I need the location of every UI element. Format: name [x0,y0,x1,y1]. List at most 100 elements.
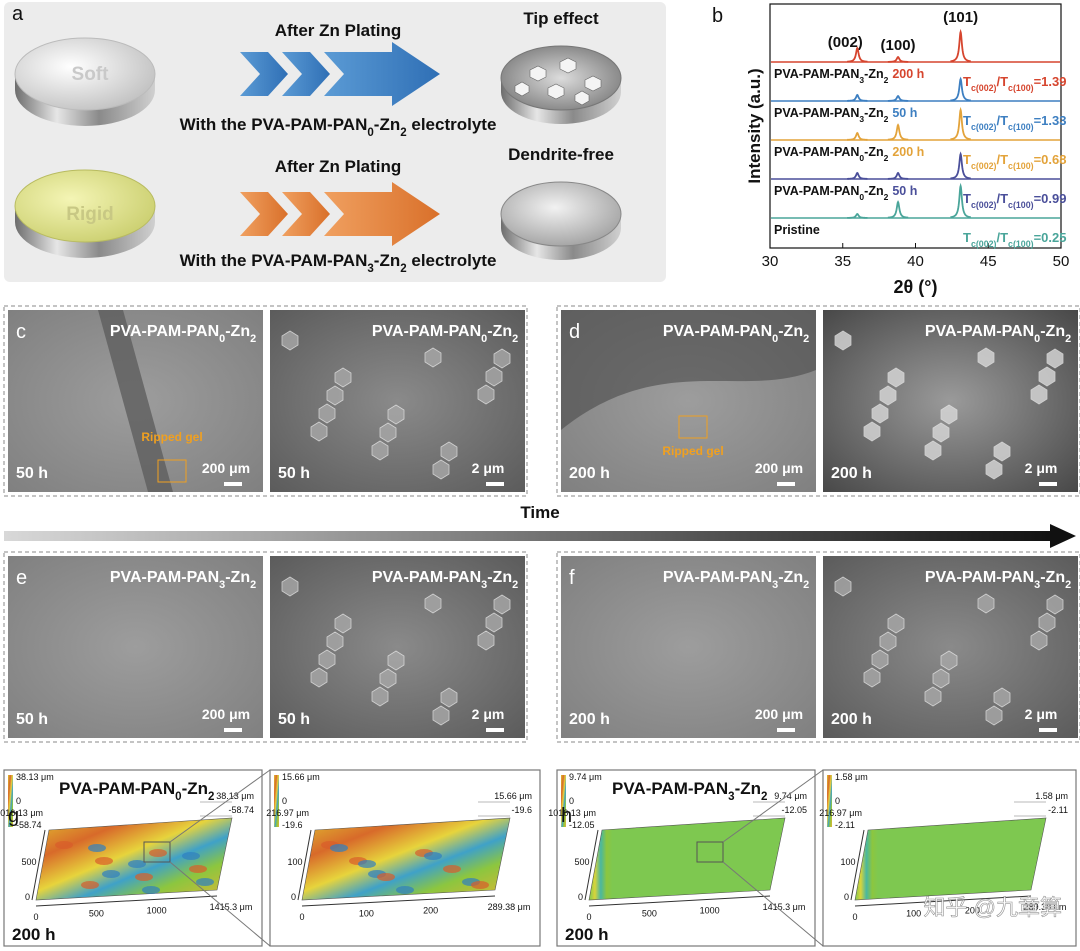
zoom-region [143,841,171,863]
subscript: c(100) [1008,200,1034,210]
panel-letter: f [569,567,575,589]
diffraction-peak [887,55,909,63]
crystal [485,612,503,633]
x-tick-label: 30 [762,253,779,270]
text-part: -Zn [778,569,803,586]
text-part: -Zn [864,67,883,81]
scale-bar [1039,482,1057,486]
scale-bar [777,482,795,486]
series-name: PVA-PAM-PAN3-Zn2 50 h [774,106,917,124]
colorbar-label: -19.6 [282,820,303,830]
scale-label: 200 μm [202,706,250,722]
time-arrow [4,524,1076,548]
colorbar-label: 0 [569,796,574,806]
subscript: c(002) [971,161,997,171]
map-feature [95,857,113,865]
text-part: -Zn [864,145,883,159]
y-axis-label: Intensity (a.u.) [745,68,764,183]
axis-line [584,829,599,901]
crystal [493,594,511,615]
axis-line [588,895,771,907]
subscript: 2 [400,127,406,139]
ratio-label: Tc(002)/Tc(100)=0.99 [963,191,1066,210]
crystal [871,403,889,424]
crystal [863,421,881,442]
peak-label: (101) [943,9,978,26]
axis-label: 216.97 μm [819,808,862,818]
disk-dendrite-free [500,181,622,260]
scale-label: 2 μm [1025,460,1058,476]
time-label: 200 h [569,465,610,482]
axis-label: 100 [906,909,921,919]
text-part: -Zn [374,115,400,134]
crystal [310,667,328,688]
crystal [863,667,881,688]
subscript: 0 [859,192,864,202]
scale-label: 200 μm [755,460,803,476]
subscript: c(100) [1008,122,1034,132]
subscript: c(100) [1008,83,1034,93]
crystal [432,459,450,480]
axis-label: -12.05 [781,805,807,815]
subscript: 2 [512,333,518,345]
map-feature [189,865,207,873]
scale-bar [224,482,242,486]
text-part: With the PVA-PAM-PAN [180,115,368,134]
map-feature [149,849,167,857]
map-feature [196,878,214,886]
crystal [940,404,958,425]
crystal [334,613,352,634]
crystal [1046,594,1064,615]
diffraction-peak [950,151,971,180]
axis-label: 500 [574,857,589,867]
time-label: 50 h [278,465,310,482]
panel-letter: h [561,805,572,827]
sample-label: PVA-PAM-PAN3-Zn2 [663,569,809,591]
crystal [326,631,344,652]
colorbar-label: 38.13 μm [16,772,54,782]
diffraction-peak [887,171,909,180]
gel-region [561,310,816,430]
crystal [1046,348,1064,369]
crystal [977,347,995,368]
height-map [854,817,1047,901]
panel-border [556,305,1080,497]
scale-label: 2 μm [472,460,505,476]
text-part: electrolyte [407,115,497,134]
colorbar-label: 15.66 μm [282,772,320,782]
text-part: electrolyte [407,251,497,270]
map-feature [377,873,395,881]
crystal [440,687,458,708]
zoom-connector [169,769,271,843]
crystal [493,348,511,369]
sample-label: PVA-PAM-PAN0-Zn2 [372,323,518,345]
series-time: 200 h [892,67,924,81]
crystal [477,384,495,405]
crystal [424,593,442,614]
zoom-connector [722,861,824,947]
time-label: 200 h [565,925,608,944]
panel-a-background [4,2,666,282]
diffraction-peak [847,46,868,63]
time-label: 200 h [569,711,610,728]
crystal [993,687,1011,708]
scale-bar [486,482,504,486]
axis-line [301,895,496,907]
subscript: 3 [219,579,225,591]
region-box [678,415,708,439]
text-part: PVA-PAM-PAN [59,779,175,798]
colorbar-label: -12.05 [569,820,595,830]
zoom-connector [169,861,271,947]
crystal [371,440,389,461]
text-part: /T [996,74,1008,89]
crystal [887,613,905,634]
panel-letter: a [12,3,24,25]
sample-label: PVA-PAM-PAN0-Zn2 [110,323,256,345]
time-label: 50 h [16,465,48,482]
map-feature [471,881,489,889]
axis-line [35,895,218,907]
map-feature [135,873,153,881]
arrow-orange [240,182,440,246]
axis-line [854,895,1032,907]
subscript: c(002) [971,122,997,132]
